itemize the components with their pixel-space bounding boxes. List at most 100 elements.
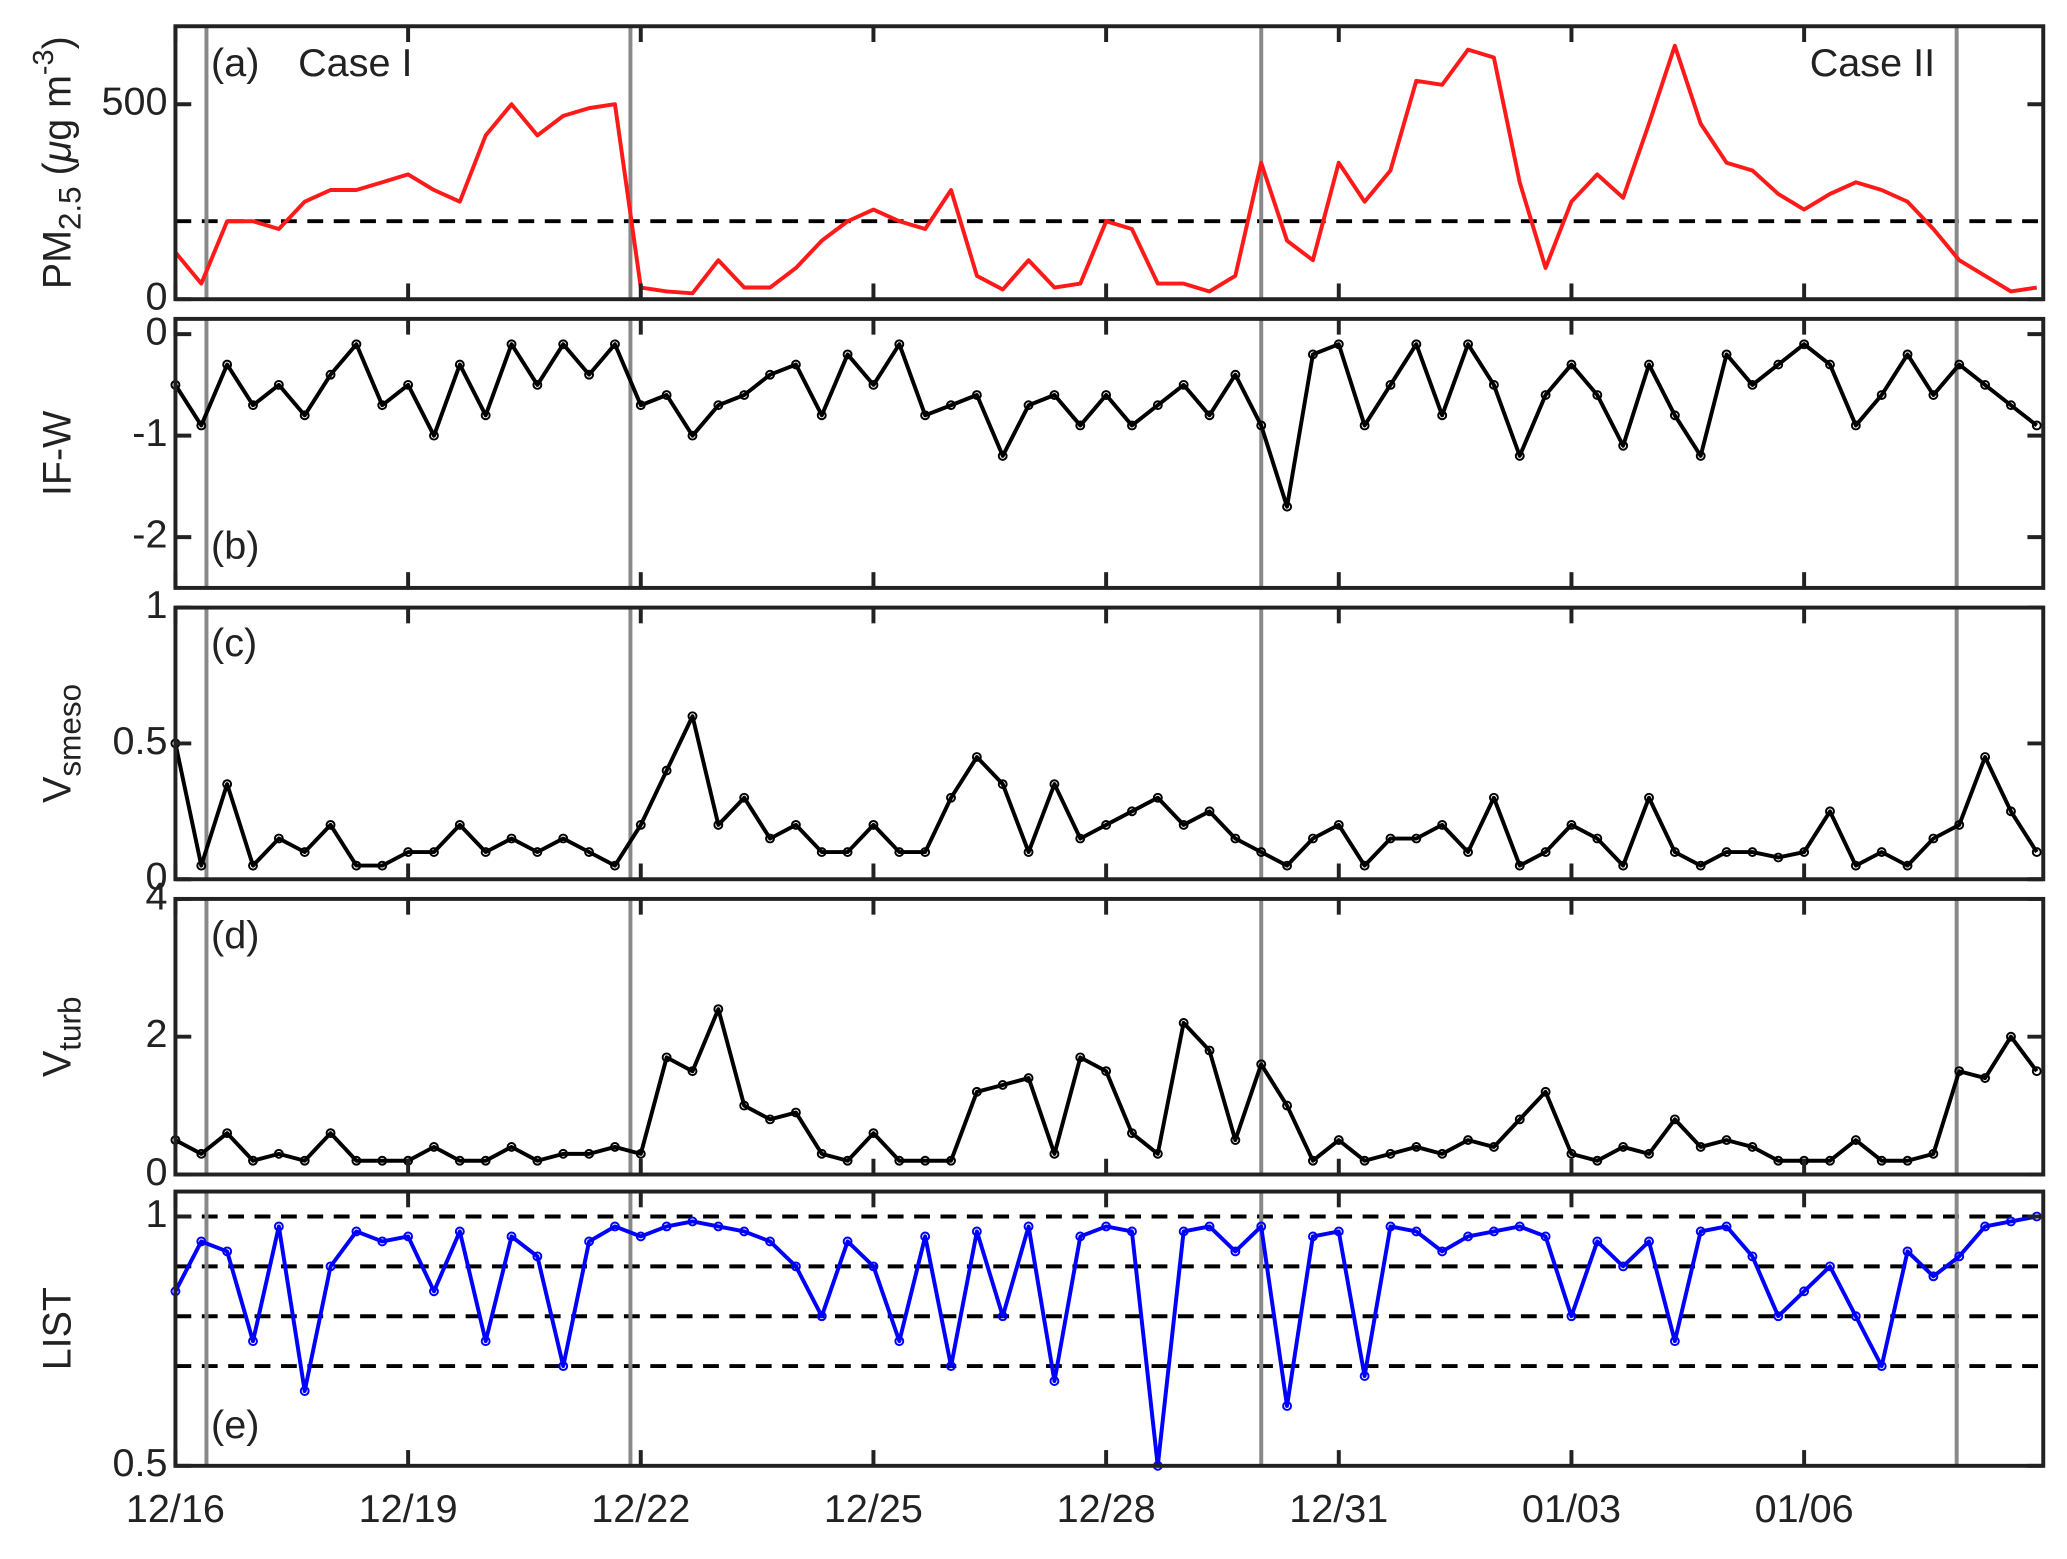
data-point	[1049, 1148, 1060, 1159]
data-point	[222, 1246, 233, 1257]
data-point	[765, 369, 775, 380]
y-axis-label: Vturb	[36, 996, 88, 1077]
data-point	[222, 1128, 233, 1139]
y-axis-label-part: -3	[27, 49, 59, 75]
data-point	[1773, 852, 1784, 863]
data-point	[1747, 379, 1758, 390]
data-point	[1618, 1142, 1629, 1152]
data-point	[739, 792, 750, 803]
data-point	[222, 359, 233, 370]
data-point	[1850, 420, 1861, 431]
data-point	[894, 847, 905, 857]
data-point	[1773, 1311, 1784, 1322]
data-point	[1307, 1155, 1318, 1166]
data-point	[1307, 349, 1318, 360]
data-point	[842, 847, 853, 857]
data-point	[1411, 339, 1422, 350]
data-point	[429, 1286, 439, 1297]
data-point	[1411, 1226, 1422, 1237]
data-point	[687, 1216, 698, 1227]
data-point	[1592, 390, 1603, 400]
data-point	[1540, 390, 1551, 400]
data-point	[429, 430, 439, 441]
data-point	[609, 860, 620, 871]
data-point	[635, 400, 646, 411]
x-tick-label: 12/16	[126, 1487, 225, 1531]
y-tick-label: 2	[146, 1012, 168, 1056]
data-point	[584, 1236, 595, 1247]
data-point	[1876, 847, 1887, 857]
data-point	[816, 1311, 827, 1322]
data-point	[2031, 420, 2042, 431]
y-axis-label-part: LIST	[36, 1287, 80, 1370]
data-point	[273, 1148, 284, 1159]
data-point	[661, 390, 672, 400]
data-point	[1152, 1148, 1163, 1159]
data-point	[1592, 1155, 1603, 1166]
data-point	[196, 420, 207, 431]
data-point	[687, 430, 698, 441]
data-point	[1566, 819, 1577, 830]
data-point	[765, 1236, 775, 1247]
data-point	[1644, 1236, 1654, 1247]
data-point	[532, 1251, 543, 1262]
y-axis-label: Vsmeso	[36, 684, 88, 803]
data-point	[1385, 1221, 1396, 1232]
data-point	[946, 1361, 956, 1372]
data-point	[1127, 806, 1137, 817]
data-point	[1850, 1311, 1861, 1322]
data-point	[1514, 860, 1525, 871]
data-point	[946, 400, 956, 411]
data-point	[532, 847, 543, 857]
data-point	[920, 1231, 931, 1242]
x-tick-label: 12/28	[1057, 1487, 1156, 1531]
data-point	[713, 1004, 724, 1015]
data-line	[173, 342, 2039, 509]
data-point	[765, 833, 775, 844]
data-point	[1514, 1221, 1525, 1232]
y-axis-label: LIST	[36, 1287, 80, 1370]
data-point	[403, 379, 414, 390]
data-point	[1075, 1231, 1086, 1242]
y-tick-label: 0.5	[113, 719, 168, 763]
data-point	[558, 1361, 569, 1372]
data-point	[713, 1221, 724, 1232]
data-point	[1566, 359, 1577, 370]
data-point	[325, 1128, 336, 1139]
data-point	[868, 1128, 879, 1139]
data-line	[173, 714, 2039, 868]
data-point	[1618, 860, 1629, 871]
data-point	[1230, 1135, 1241, 1145]
data-point	[1049, 1376, 1060, 1386]
data-point	[1980, 1221, 1991, 1232]
data-point	[997, 779, 1008, 790]
y-tick-label: 500	[101, 80, 167, 124]
data-point	[1178, 1226, 1189, 1237]
data-point	[1075, 420, 1086, 431]
data-point	[1876, 1155, 1887, 1166]
data-point	[325, 369, 336, 380]
data-point	[1980, 752, 1991, 762]
data-point	[1954, 819, 1965, 830]
data-point	[1127, 1128, 1137, 1139]
data-point	[1101, 1066, 1112, 1077]
data-point	[480, 847, 491, 857]
data-point	[1902, 1246, 1913, 1257]
data-point	[2031, 847, 2042, 857]
data-point	[894, 339, 905, 350]
data-point	[1876, 1361, 1887, 1372]
data-point	[635, 1231, 646, 1242]
data-point	[351, 860, 362, 871]
data-point	[1954, 359, 1965, 370]
y-tick-label: 1	[146, 1192, 168, 1236]
data-point	[2005, 400, 2016, 411]
data-line	[173, 1214, 2038, 1468]
data-point	[1850, 860, 1861, 871]
data-point	[1644, 359, 1654, 370]
data-point	[480, 1336, 491, 1347]
data-point	[1463, 847, 1473, 857]
data-point	[1230, 833, 1241, 844]
data-point	[609, 1142, 620, 1152]
data-point	[377, 1236, 388, 1247]
